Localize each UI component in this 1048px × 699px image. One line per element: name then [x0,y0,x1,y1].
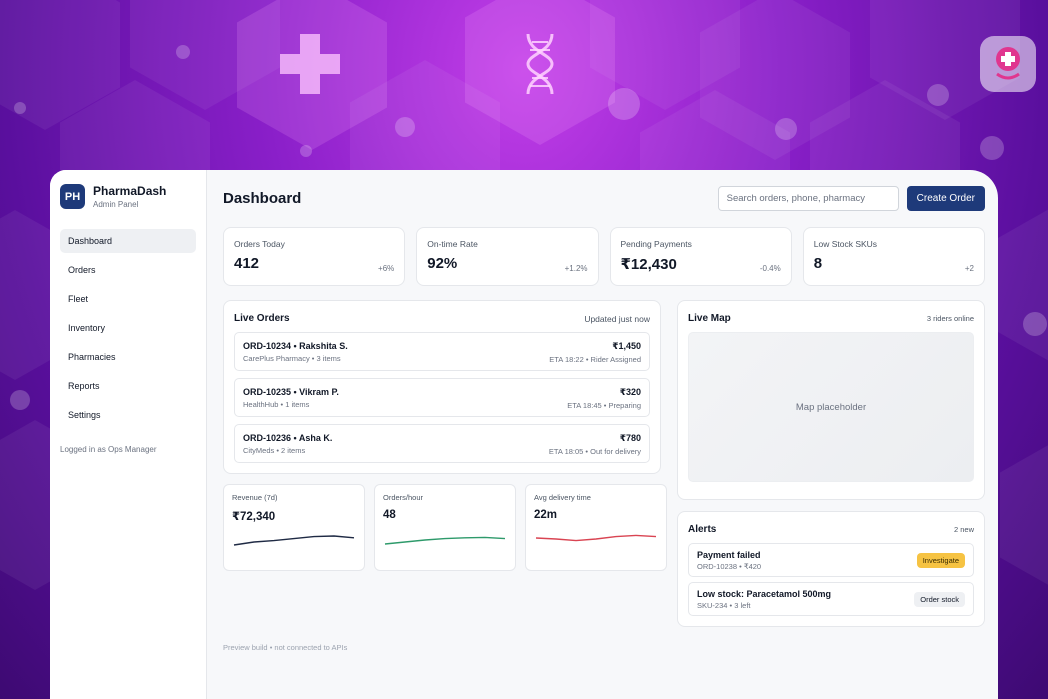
topbar: Dashboard Create Order [223,186,985,211]
orders-per-hour-sparkline [384,536,506,545]
search-input[interactable] [717,186,899,211]
order-status: ETA 18:05 • Out for delivery [548,447,641,456]
order-amount: ₹780 [619,433,641,443]
alert-title: Low stock: Paracetamol 500mg [697,588,832,599]
order-row[interactable]: ORD-10234 • Rakshita S. CarePlus Pharmac… [234,332,650,371]
logged-in-status: Logged in as Ops Manager [60,445,157,454]
brand-name: PharmaDash [93,184,167,198]
live-orders-updated: Updated just now [584,313,650,324]
alerts-title: Alerts [688,524,717,535]
brand: PH PharmaDash Admin Panel [60,184,196,209]
live-orders-card: Live Orders Updated just now ORD-10234 •… [223,300,661,474]
metric-label: Revenue (7d) [232,493,278,502]
order-status: ETA 18:45 • Preparing [567,401,641,410]
kpi-low-stock-skus: Low Stock SKUs 8 +2 [802,227,985,286]
order-pharmacy: CityMeds • 2 items [243,446,306,455]
sparkline-path [384,536,506,545]
kpi-delta: +6% [378,264,395,273]
kpi-value: 8 [813,255,823,272]
kpi-label: Low Stock SKUs [813,239,878,249]
riders-online: 3 riders online [926,314,974,323]
alert-title: Payment failed [697,549,761,560]
metrics-row: Revenue (7d) ₹72,340 Orders/hour 48 Avg … [223,484,667,571]
footnote: Preview build • not connected to APIs [223,643,348,652]
alert-detail: SKU-234 • 3 left [697,600,751,610]
app-window: PH PharmaDash Admin Panel Dashboard Orde… [50,170,998,699]
revenue-sparkline [233,535,355,546]
kpi-delta: +1.2% [564,264,588,273]
medical-cross-icon [280,34,340,94]
sidebar-item-pharmacies[interactable]: Pharmacies [68,352,116,362]
sidebar-item-orders[interactable]: Orders [68,265,96,275]
kpi-value: 92% [427,255,458,272]
kpi-delta: -0.4% [759,264,781,273]
live-orders-title: Live Orders [234,313,290,324]
kpi-row: Orders Today 412 +6% On-time Rate 92% +1… [223,227,985,286]
investigate-button[interactable]: Investigate [916,552,965,568]
alert-item: Payment failed ORD-10238 • ₹420 Investig… [688,543,974,577]
order-row[interactable]: ORD-10235 • Vikram P. HealthHub • 1 item… [234,378,650,417]
metric-value: ₹72,340 [232,511,276,523]
alerts-count: 2 new [953,525,974,534]
kpi-on-time-rate: On-time Rate 92% +1.2% [416,227,599,286]
sidebar-item-fleet[interactable]: Fleet [68,294,89,304]
alerts-card: Alerts 2 new Payment failed ORD-10238 • … [677,511,985,627]
metric-value: 48 [383,509,396,521]
page-title: Dashboard [223,190,302,207]
alert-detail: ORD-10238 • ₹420 [697,561,762,571]
kpi-delta: +2 [964,264,974,273]
alert-item: Low stock: Paracetamol 500mg SKU-234 • 3… [688,582,974,616]
order-amount: ₹1,450 [612,341,641,351]
medical-kit-icon [980,36,1036,92]
live-map-title: Live Map [688,313,731,324]
brand-subtitle: Admin Panel [93,200,139,209]
metric-label: Orders/hour [383,493,424,502]
order-pharmacy: CarePlus Pharmacy • 3 items [243,354,341,363]
kpi-pending-payments: Pending Payments ₹12,430 -0.4% [609,227,792,286]
create-order-button[interactable]: Create Order [906,186,985,211]
kpi-value: ₹12,430 [620,256,677,273]
avg-delivery-time-sparkline [535,534,657,542]
metric-label: Avg delivery time [534,493,591,502]
dna-icon [526,33,554,95]
sidebar-item-dashboard[interactable]: Dashboard [60,229,196,253]
order-row[interactable]: ORD-10236 • Asha K. CityMeds • 2 items ₹… [234,424,650,463]
sidebar-item-settings[interactable]: Settings [68,410,101,420]
order-pharmacy: HealthHub • 1 items [243,400,310,409]
brand-logo: PH [60,184,85,209]
metric-orders-per-hour: Orders/hour 48 [374,484,516,571]
sparkline-path [535,534,657,542]
main-content: Dashboard Create Order Orders Today 412 … [207,170,998,699]
sidebar-item-reports[interactable]: Reports [68,381,100,391]
order-stock-button[interactable]: Order stock [914,591,965,607]
kpi-value: 412 [234,255,260,272]
metric-revenue: Revenue (7d) ₹72,340 [223,484,365,571]
map-placeholder[interactable]: Map placeholder [688,332,974,482]
order-title: ORD-10234 • Rakshita S. [243,341,348,351]
kpi-label: Orders Today [234,239,285,249]
sparkline-path [233,535,355,546]
order-title: ORD-10236 • Asha K. [243,433,333,443]
sidebar: PH PharmaDash Admin Panel Dashboard Orde… [50,170,207,699]
order-status: ETA 18:22 • Rider Assigned [549,355,641,364]
kpi-label: On-time Rate [427,239,478,249]
live-map-card: Live Map 3 riders online Map placeholder [677,300,985,500]
order-title: ORD-10235 • Vikram P. [243,387,339,397]
sidebar-item-inventory[interactable]: Inventory [68,323,106,333]
kpi-label: Pending Payments [620,239,692,249]
metric-avg-delivery-time: Avg delivery time 22m [525,484,667,571]
metric-value: 22m [534,509,558,521]
kpi-orders-today: Orders Today 412 +6% [223,227,406,286]
sidebar-nav: Dashboard Orders Fleet Inventory Pharmac… [60,229,196,427]
order-amount: ₹320 [619,387,641,397]
